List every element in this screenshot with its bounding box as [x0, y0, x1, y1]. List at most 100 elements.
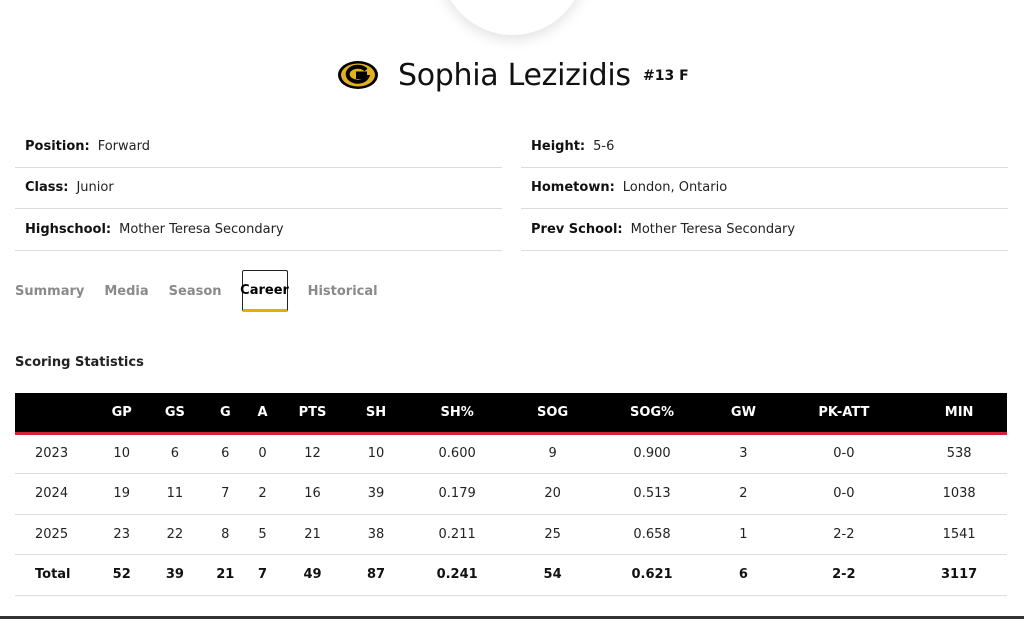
bio-label: Prev School: [531, 221, 623, 237]
section-title: Scoring Statistics [15, 355, 144, 370]
table-cell: 38 [349, 514, 403, 555]
table-cell: 2024 [15, 473, 95, 515]
tab-career[interactable]: Career [240, 270, 289, 312]
table-row: 2024 19 11 7 2 16 39 0.179 20 0.513 2 0-0 1038 [15, 473, 1007, 515]
bio-label: Height: [531, 138, 586, 154]
bio-row-class: Class: Junior [15, 168, 502, 209]
player-header: Sophia Lezizidis #13 F [0, 56, 1024, 96]
column-header: MIN [944, 404, 974, 420]
table-cell: 3117 [911, 554, 1007, 596]
bio-left-column: Position: Forward Class: Junior Highscho… [15, 126, 502, 251]
table-cell: 6 [148, 433, 202, 474]
bio-row-hometown: Hometown: London, Ontario [521, 168, 1008, 209]
table-header-row: GP GS G A PTS SH SH% SOG SOG% GW PK-ATT MIN [15, 393, 1007, 433]
bio-label: Highschool: [25, 221, 112, 237]
table-cell: 0.513 [593, 473, 711, 515]
table-cell: 39 [349, 473, 403, 515]
bio-value: Mother Teresa Secondary [119, 221, 284, 237]
table-cell: 2-2 [776, 514, 912, 555]
table-cell: 1038 [911, 473, 1007, 515]
table-cell: 0.900 [593, 433, 711, 474]
bio-label: Position: [25, 138, 90, 154]
table-cell: 87 [349, 554, 403, 596]
table-cell: 0 [249, 433, 276, 474]
column-header: PTS [298, 404, 327, 420]
table-cell: 23 [95, 514, 149, 555]
column-header [15, 393, 95, 433]
tab-summary[interactable]: Summary [15, 283, 85, 299]
table-cell: 20 [511, 473, 594, 515]
bio-row-highschool: Highschool: Mother Teresa Secondary [15, 209, 502, 251]
table-cell: 52 [95, 554, 149, 596]
table-cell: 25 [511, 514, 594, 555]
column-header: G [219, 404, 231, 420]
column-header: GS [164, 404, 185, 420]
bio-label: Class: [25, 180, 69, 196]
bio-row-position: Position: Forward [15, 126, 502, 168]
profile-tabs: Summary Media Season Career Historical [15, 270, 398, 312]
table-cell: 9 [511, 433, 594, 474]
table-cell: 10 [95, 433, 149, 474]
table-row: 2023 10 6 6 0 12 10 0.600 9 0.900 3 0-0 538 [15, 433, 1007, 474]
bottom-divider [0, 616, 1024, 619]
table-cell: 54 [511, 554, 594, 596]
table-cell: 5 [249, 514, 276, 555]
table-cell: 3 [710, 433, 777, 474]
team-logo-icon [338, 61, 378, 89]
table-cell: 11 [148, 473, 202, 515]
column-header: GP [111, 404, 132, 420]
bio-row-prev-school: Prev School: Mother Teresa Secondary [521, 209, 1008, 251]
table-cell: 6 [201, 433, 250, 474]
table-cell: 12 [275, 433, 350, 474]
table-cell: 0.241 [402, 554, 512, 596]
tab-season[interactable]: Season [168, 283, 222, 299]
column-header: SH% [440, 404, 474, 420]
bio-value: London, Ontario [622, 180, 728, 196]
table-cell: 0-0 [776, 473, 912, 515]
table-cell: 7 [201, 473, 250, 515]
table-cell: 1 [710, 514, 777, 555]
table-cell: 1541 [911, 514, 1007, 555]
table-cell: 0.179 [402, 473, 512, 515]
bio-value: Junior [76, 180, 114, 196]
column-header: SOG% [629, 404, 675, 420]
table-row: 2025 23 22 8 5 21 38 0.211 25 0.658 1 2-2 1541 [15, 514, 1007, 555]
table-total-row: Total 52 39 21 7 49 87 0.241 54 0.621 6 2-2 3117 [15, 554, 1007, 596]
table-cell: 2023 [15, 433, 95, 474]
table-cell: 39 [148, 554, 202, 596]
table-cell: 2-2 [776, 554, 912, 596]
table-cell: 7 [249, 554, 276, 596]
table-cell: 0.621 [593, 554, 711, 596]
player-photo [440, 0, 585, 35]
scoring-stats-table: GP GS G A PTS SH SH% SOG SOG% GW PK-ATT MIN 2023 10 6… [15, 393, 1007, 596]
table-cell: 8 [201, 514, 250, 555]
table-cell: 49 [275, 554, 350, 596]
column-header: GW [730, 404, 756, 420]
table-cell: 22 [148, 514, 202, 555]
column-header: SOG [537, 404, 569, 420]
tab-historical[interactable]: Historical [307, 283, 378, 299]
table-cell: 6 [710, 554, 777, 596]
table-cell: 21 [275, 514, 350, 555]
bio-row-height: Height: 5-6 [521, 126, 1008, 168]
table-cell: 2 [710, 473, 777, 515]
table-cell: 21 [201, 554, 250, 596]
bio-label: Hometown: [531, 180, 615, 196]
bio-value: 5-6 [593, 138, 615, 154]
table-cell: 10 [349, 433, 403, 474]
tab-media[interactable]: Media [104, 283, 149, 299]
column-header: SH [365, 404, 387, 420]
player-number-position: #13 F [643, 68, 689, 84]
table-cell: 0.658 [593, 514, 711, 555]
table-cell: 0.211 [402, 514, 512, 555]
bio-value: Forward [97, 138, 150, 154]
table-cell: 2 [249, 473, 276, 515]
player-name: Sophia Lezizidis [398, 58, 631, 93]
table-cell: 538 [911, 433, 1007, 474]
table-cell: 19 [95, 473, 149, 515]
table-body: 2023 10 6 6 0 12 10 0.600 9 0.900 3 0-0 538 2024 19 11 7… [15, 433, 1007, 596]
column-header: PK-ATT [818, 404, 870, 420]
bio-right-column: Height: 5-6 Hometown: London, Ontario Pr… [521, 126, 1008, 251]
table-cell: 0.600 [402, 433, 512, 474]
table-cell: 0-0 [776, 433, 912, 474]
